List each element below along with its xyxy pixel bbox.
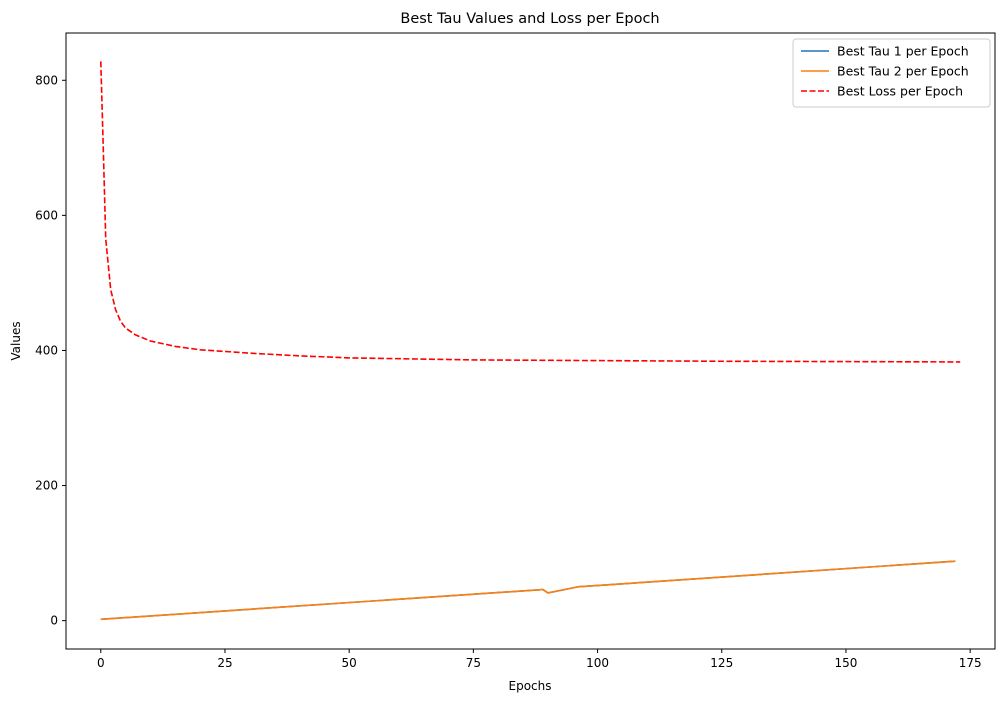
x-axis: 0 25 50 75 100 125 150 175 (97, 649, 982, 670)
x-tick-label: 100 (586, 656, 609, 670)
legend-label-2: Best Tau 2 per Epoch (837, 64, 969, 79)
y-axis-label: Values (9, 321, 23, 360)
legend: Best Tau 1 per Epoch Best Tau 2 per Epoch… (792, 38, 991, 108)
x-tick-label: 150 (835, 656, 858, 670)
y-tick-label: 600 (35, 208, 58, 222)
legend-label-3: Best Loss per Epoch (837, 84, 963, 99)
y-tick-label: 400 (35, 343, 58, 357)
x-axis-label: Epochs (509, 679, 552, 693)
x-tick-label: 50 (342, 656, 357, 670)
x-tick-label: 175 (959, 656, 982, 670)
y-tick-label: 800 (35, 73, 58, 87)
series-line-2 (100, 560, 956, 621)
x-tick-label: 0 (97, 656, 105, 670)
chart-title: Best Tau Values and Loss per Epoch (400, 11, 659, 27)
x-tick-label: 25 (217, 656, 232, 670)
y-axis: 0 200 400 600 800 (35, 73, 66, 628)
x-tick-label: 75 (466, 656, 481, 670)
legend-label-1: Best Tau 1 per Epoch (837, 44, 969, 59)
series-line-3 (99, 61, 961, 363)
series-layer (99, 61, 961, 621)
y-tick-label: 200 (35, 479, 58, 493)
legend-box (792, 38, 991, 108)
x-tick-label: 125 (710, 656, 733, 670)
plot-area (65, 32, 996, 650)
y-tick-label: 0 (50, 614, 58, 628)
